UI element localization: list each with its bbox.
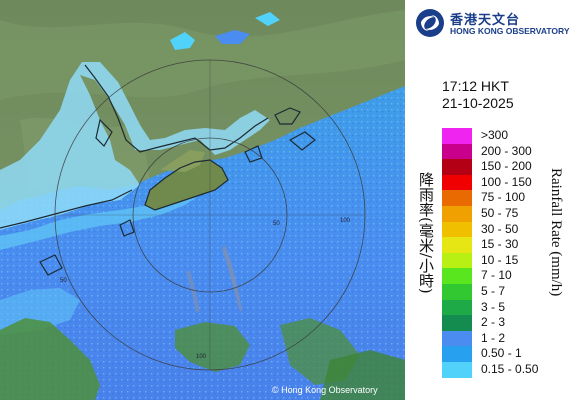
legend-row: 3 - 5 [442,299,572,316]
legend-swatch [442,315,472,331]
legend-swatch [442,361,472,378]
legend-label: 100 - 150 [481,174,532,189]
legend-swatch [442,299,472,316]
legend-label: 30 - 50 [481,221,519,236]
legend-label: 50 - 75 [481,205,519,220]
legend-label: 1 - 2 [481,330,506,345]
copyright-notice: © Hong Kong Observatory [272,385,378,395]
legend-row: 150 - 200 [442,159,572,175]
legend-row: 100 - 150 [442,174,572,191]
legend-swatch [442,205,472,222]
info-panel: 香港天文台 HONG KONG OBSERVATORY 17:12 HKT 21… [405,0,577,400]
legend-swatch [442,237,472,253]
legend-swatch [442,143,472,160]
legend-row: 7 - 10 [442,268,572,284]
legend-swatch [442,128,472,144]
radar-date: 21-10-2025 [442,95,514,111]
ring-label-east-100: 100 [340,218,351,224]
legend-label: 150 - 200 [481,159,532,174]
radar-map-image: 50 100 50 100 [0,0,405,400]
legend-label: 15 - 30 [481,237,519,252]
legend-label: 5 - 7 [481,283,506,298]
legend-title-english: Rainfall Rate (mm/h) [548,168,564,297]
legend-swatch [442,330,472,347]
legend-label: 3 - 5 [481,299,506,314]
legend-swatch [442,252,472,269]
rainfall-legend: >300 200 - 300 150 - 200 100 - 150 75 - 100 5… [442,128,572,378]
ring-label-east-50: 50 [273,221,280,227]
legend-row: 1 - 2 [442,330,572,347]
radar-time: 17:12 HKT [442,78,509,94]
legend-label: 200 - 300 [481,143,532,158]
legend-swatch [442,221,472,238]
legend-swatch [442,190,472,206]
radar-map: 50 100 50 100 © Hong Kong Observatory [0,0,405,400]
legend-swatch [442,283,472,300]
observatory-logo: 香港天文台 HONG KONG OBSERVATORY [415,6,575,40]
legend-label: 2 - 3 [481,315,506,330]
legend-label: 7 - 10 [481,268,512,283]
legend-row: 10 - 15 [442,252,572,269]
legend-row: 0.50 - 1 [442,346,572,362]
legend-row: 50 - 75 [442,205,572,222]
legend-row: 5 - 7 [442,283,572,300]
legend-swatch [442,174,472,191]
legend-row: 75 - 100 [442,190,572,206]
observatory-emblem-icon [416,9,444,37]
legend-label: 0.50 - 1 [481,346,522,361]
legend-row: 2 - 3 [442,315,572,331]
legend-row: 15 - 30 [442,237,572,253]
legend-swatch [442,346,472,362]
legend-label: 75 - 100 [481,190,526,205]
logo-chinese-text: 香港天文台 [450,13,521,28]
legend-swatch [442,268,472,284]
legend-row: >300 [442,128,572,144]
legend-label: >300 [481,128,509,142]
legend-label: 0.15 - 0.50 [481,361,539,376]
legend-row: 0.15 - 0.50 [442,361,572,378]
legend-title-chinese: 降雨率(毫米/小時) [417,172,435,294]
ring-label-south-100: 100 [196,354,207,360]
legend-row: 30 - 50 [442,221,572,238]
legend-label: 10 - 15 [481,252,519,267]
ring-label-west-50: 50 [60,278,67,284]
legend-swatch [442,159,472,175]
legend-row: 200 - 300 [442,143,572,160]
logo-english-text: HONG KONG OBSERVATORY [450,26,570,36]
